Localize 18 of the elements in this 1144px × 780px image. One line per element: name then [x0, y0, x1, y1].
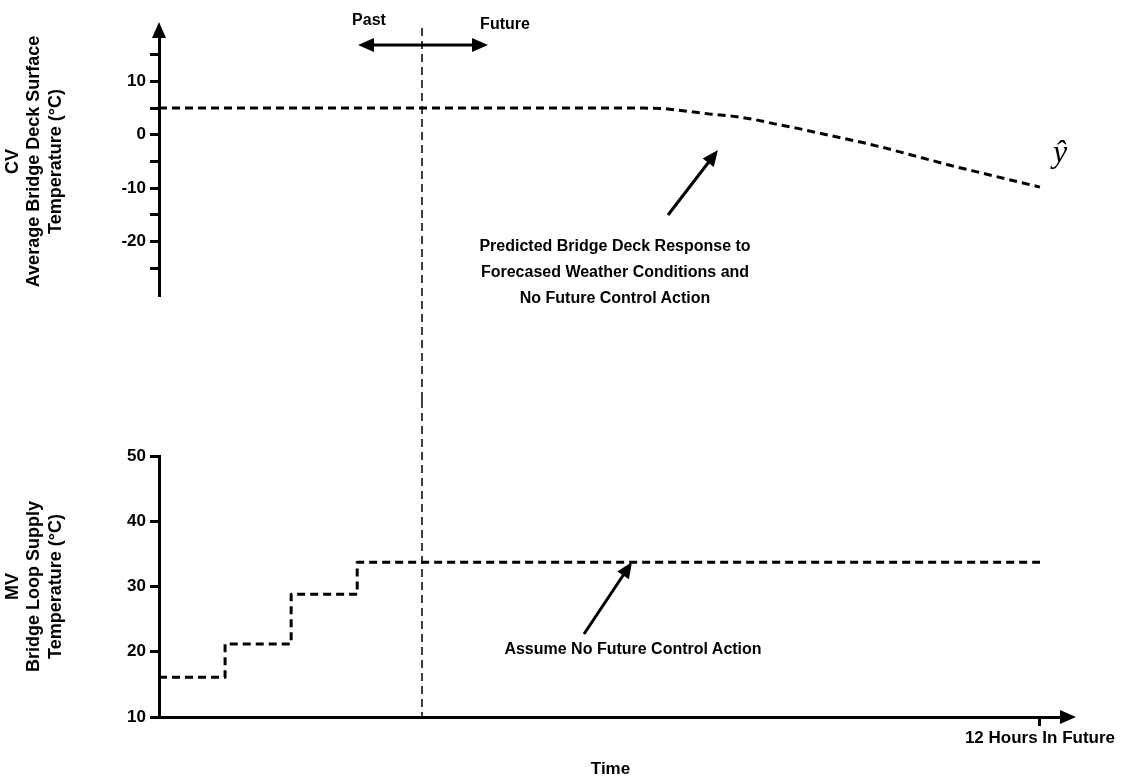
y-tick-label: 40 — [127, 510, 146, 530]
annotation: Assume No Future Control Action — [504, 640, 762, 658]
y-tick-label: 30 — [127, 576, 146, 596]
x-axis-title: Time — [590, 759, 631, 779]
y-tick-label: -20 — [121, 231, 146, 251]
y-tick-label: 10 — [127, 706, 146, 726]
y-tick-label: 20 — [127, 641, 146, 661]
x-tick-label: 12 Hours In Future — [964, 727, 1116, 747]
annotation: Predicted Bridge Deck Response to Forecased Weather Conditions and No Future Control Action — [479, 237, 751, 307]
series-label: ŷ — [1049, 132, 1068, 169]
y-tick-label: 50 — [127, 445, 146, 465]
annotation: Future — [480, 15, 530, 33]
annotation: Past — [352, 11, 387, 29]
y-tick-label: 10 — [127, 71, 146, 91]
y-axis-title: CV Average Bridge Deck Surface Temperature (°C) — [1, 35, 65, 288]
y-tick-label: 0 — [136, 124, 146, 144]
y-axis-title: MV Bridge Loop Supply Temperature (°C) — [1, 501, 65, 672]
y-tick-label: -10 — [121, 177, 146, 197]
